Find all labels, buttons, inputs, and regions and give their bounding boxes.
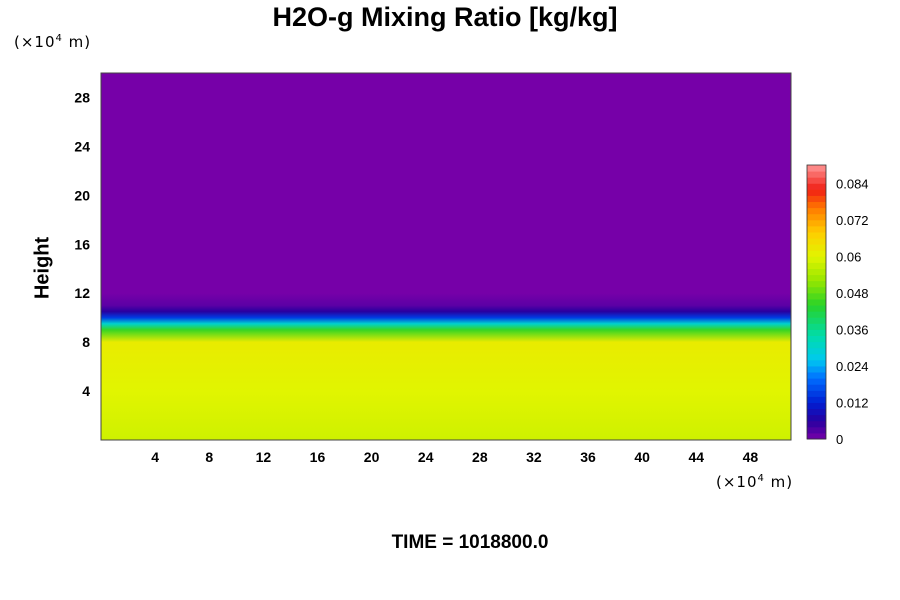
colorbar-band xyxy=(807,305,826,312)
colorbar-band xyxy=(807,396,826,403)
x-tick-label: 16 xyxy=(310,449,326,465)
colorbar-band xyxy=(807,195,826,203)
colorbar-band xyxy=(807,432,826,440)
chart-title: H2O-g Mixing Ratio [kg/kg] xyxy=(272,2,618,32)
colorbar-band xyxy=(807,359,826,367)
colorbar-band xyxy=(807,280,826,288)
colorbar-band xyxy=(807,183,826,190)
colorbar-band xyxy=(807,244,826,251)
y-axis-unit: (×104 m) xyxy=(14,33,92,51)
colorbar-band xyxy=(807,426,826,434)
colorbar-band xyxy=(807,231,826,239)
x-tick-label: 36 xyxy=(580,449,596,465)
colorbar-tick-label: 0 xyxy=(836,432,843,447)
colorbar-band xyxy=(807,213,826,221)
y-tick-label: 12 xyxy=(74,285,90,301)
y-tick-label: 28 xyxy=(74,89,90,105)
colorbar-band xyxy=(807,286,826,294)
colorbar-band xyxy=(807,219,826,227)
colorbar-band xyxy=(807,311,826,318)
plot-frame xyxy=(100,72,792,441)
colorbar-band xyxy=(807,225,826,233)
x-axis-unit: (×104 m) xyxy=(716,473,794,491)
colorbar-band xyxy=(807,274,826,282)
y-axis-ticks: 4 8 12 16 20 24 28 xyxy=(74,89,90,399)
colorbar-band xyxy=(807,420,826,428)
x-tick-label: 48 xyxy=(743,449,759,465)
colorbar-band xyxy=(807,372,826,379)
colorbar-frame xyxy=(806,164,827,440)
x-tick-label: 28 xyxy=(472,449,488,465)
colorbar-band xyxy=(807,317,826,324)
x-tick-label: 40 xyxy=(634,449,650,465)
x-tick-label: 12 xyxy=(256,449,272,465)
colorbar-band xyxy=(807,347,826,355)
colorbar-band xyxy=(807,171,826,178)
colorbar-tick-label: 0.072 xyxy=(836,213,869,228)
colorbar-band xyxy=(807,353,826,361)
colorbar-band xyxy=(807,414,826,422)
colorbar-tick-label: 0.036 xyxy=(836,322,869,337)
x-tick-label: 8 xyxy=(205,449,213,465)
colorbar-band xyxy=(807,298,826,306)
colorbar-band xyxy=(807,390,826,397)
colorbar-band xyxy=(807,238,826,245)
colorbar-band xyxy=(807,268,826,276)
colorbar-band xyxy=(807,250,826,257)
x-tick-label: 44 xyxy=(689,449,705,465)
y-tick-label: 16 xyxy=(74,236,90,252)
colorbar-band xyxy=(807,402,826,410)
colorbar-tick-label: 0.084 xyxy=(836,176,869,191)
y-tick-label: 8 xyxy=(82,334,90,350)
colorbar-band xyxy=(807,408,826,416)
y-tick-label: 4 xyxy=(82,383,90,399)
plot-area xyxy=(100,72,792,441)
colorbar-band xyxy=(807,201,826,209)
colorbar-band xyxy=(807,365,826,373)
y-tick-label: 24 xyxy=(74,138,90,154)
colorbar-band xyxy=(807,207,826,215)
colorbar-band xyxy=(807,335,826,343)
colorbar-tick-label: 0.06 xyxy=(836,249,861,264)
colorbar-band xyxy=(807,329,826,336)
y-tick-label: 20 xyxy=(74,187,90,203)
colorbar-tick-label: 0.024 xyxy=(836,359,869,374)
colorbar-tick-label: 0.012 xyxy=(836,395,869,410)
colorbar: 0 0.012 0.024 0.036 0.048 0.06 0.072 0.084 xyxy=(806,164,869,447)
x-tick-label: 20 xyxy=(364,449,380,465)
colorbar-tick-label: 0.048 xyxy=(836,286,869,301)
time-label: TIME = 1018800.0 xyxy=(391,532,549,553)
colorbar-band xyxy=(807,165,826,172)
colorbar-band xyxy=(807,177,826,184)
colorbar-band xyxy=(807,384,826,391)
colorbar-band xyxy=(807,262,826,270)
colorbar-band xyxy=(807,378,826,385)
colorbar-band xyxy=(807,189,826,196)
x-tick-label: 4 xyxy=(151,449,159,465)
heatmap-field xyxy=(101,73,791,440)
x-axis-ticks: 4 8 12 16 20 24 28 32 36 40 44 48 xyxy=(151,449,758,465)
x-tick-label: 24 xyxy=(418,449,434,465)
x-tick-label: 32 xyxy=(526,449,542,465)
colorbar-band xyxy=(807,341,826,349)
colorbar-band xyxy=(807,323,826,330)
colorbar-band xyxy=(807,256,826,263)
colorbar-band xyxy=(807,292,826,300)
